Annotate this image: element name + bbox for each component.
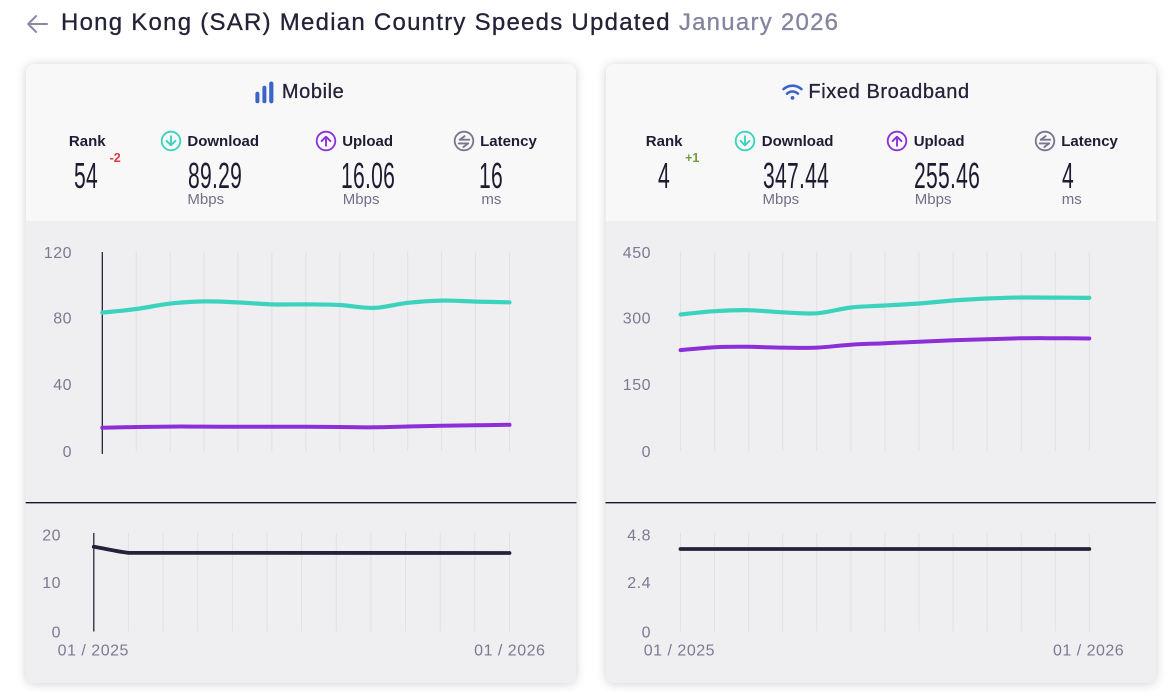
svg-text:0: 0: [63, 444, 72, 461]
svg-text:0: 0: [642, 444, 651, 461]
svg-text:01 / 2026: 01 / 2026: [474, 643, 545, 660]
svg-text:0: 0: [642, 624, 651, 641]
svg-text:01 / 2026: 01 / 2026: [1053, 643, 1124, 660]
svg-text:40: 40: [53, 377, 72, 394]
svg-text:01 / 2025: 01 / 2025: [58, 643, 129, 660]
svg-text:80: 80: [53, 311, 72, 328]
svg-text:01 / 2025: 01 / 2025: [644, 643, 715, 660]
svg-text:450: 450: [623, 245, 651, 262]
svg-text:4.8: 4.8: [627, 527, 651, 544]
svg-text:150: 150: [623, 377, 651, 394]
svg-text:20: 20: [42, 527, 61, 544]
svg-text:300: 300: [623, 311, 651, 328]
svg-text:120: 120: [44, 245, 72, 262]
svg-text:10: 10: [42, 575, 61, 592]
svg-text:0: 0: [52, 624, 61, 641]
svg-text:2.4: 2.4: [627, 575, 651, 592]
